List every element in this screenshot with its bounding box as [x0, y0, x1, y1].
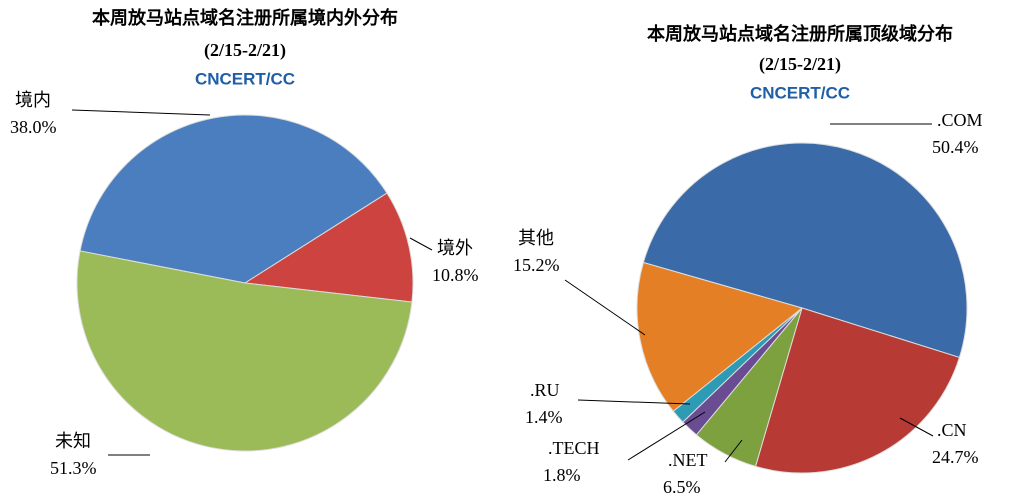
leader-line: [577, 399, 691, 405]
leader-line: [564, 279, 646, 336]
slice-label: 境外: [437, 238, 473, 258]
slice-label: 其他: [518, 228, 554, 248]
slice-value-label: 50.4%: [932, 137, 979, 157]
leader-line: [899, 417, 934, 437]
slice-value-label: 24.7%: [932, 447, 979, 467]
slice-value-label: 51.3%: [50, 458, 97, 478]
chart-subtitle: (2/15-2/21): [759, 54, 841, 75]
leader-line: [627, 411, 706, 461]
slice-value-label: 1.8%: [543, 465, 581, 485]
chart-title: 本周放马站点域名注册所属顶级域分布: [647, 23, 953, 44]
slice-value-label: 1.4%: [525, 407, 563, 427]
pie-slice: [79, 114, 388, 284]
slice-value-label: 15.2%: [513, 255, 560, 275]
pie-slice: [243, 192, 414, 303]
slice-label: 境内: [15, 90, 51, 110]
slice-label: .COM: [937, 110, 983, 130]
logo: CNCERT/CC: [195, 69, 295, 88]
slice-label: .CN: [937, 420, 967, 440]
leader-line: [724, 439, 743, 463]
slice-value-label: 10.8%: [432, 265, 479, 285]
pie-slice: [636, 261, 804, 412]
pie-slice: [642, 142, 968, 359]
slice-value-label: 38.0%: [10, 117, 57, 137]
slice-label: .NET: [668, 450, 708, 470]
leader-line: [409, 237, 433, 251]
chart-title: 本周放马站点域名注册所属境内外分布: [92, 7, 398, 28]
logo: CNCERT/CC: [750, 83, 850, 102]
slice-label: 未知: [55, 431, 91, 451]
pie-slice: [76, 250, 413, 452]
pie-slice: [754, 307, 961, 474]
slice-value-label: 6.5%: [663, 477, 701, 497]
slice-label: .RU: [530, 380, 560, 400]
leader-line: [71, 109, 211, 116]
slice-label: .TECH: [548, 438, 600, 458]
chart-subtitle: (2/15-2/21): [204, 40, 286, 61]
